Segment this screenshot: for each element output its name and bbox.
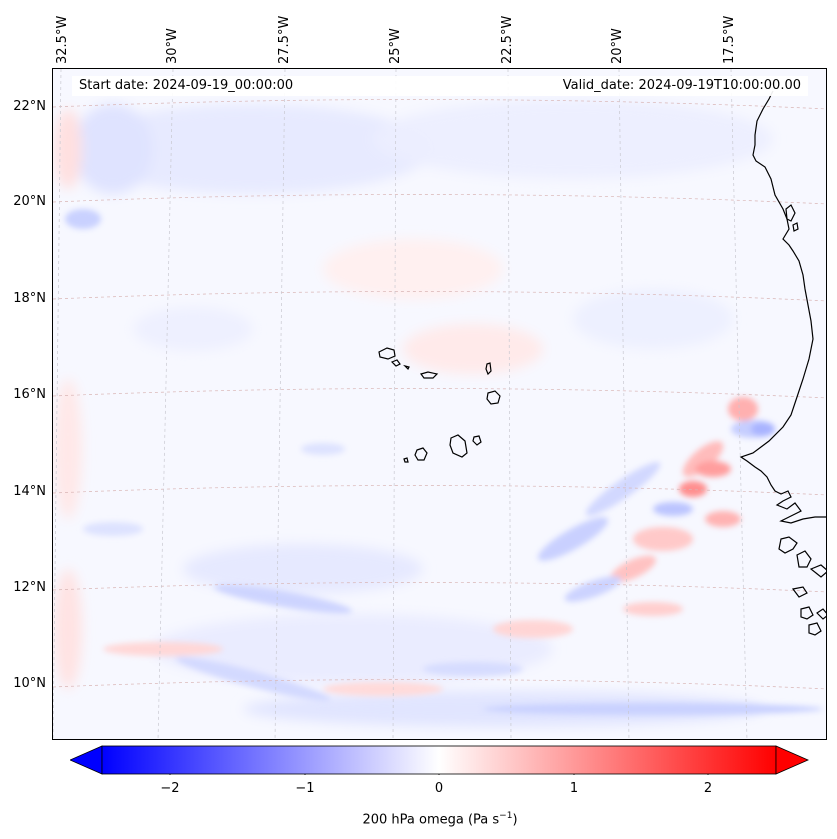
colorbar-tick-2: 2 — [703, 781, 713, 796]
valid-date-label: Valid_date: 2024-09-19T10:00:00.00 — [562, 78, 801, 93]
cape-verde-coastline — [378, 347, 501, 463]
start-date-label: Start date: 2024-09-19_00:00:00 — [79, 78, 294, 93]
lat-label-22n: 22°N — [13, 99, 46, 114]
lon-label-27-5w: 27.5°W — [277, 15, 292, 64]
colorbar-tick-minus-2: −2 — [160, 781, 180, 796]
lon-label-20w: 20°W — [610, 28, 625, 64]
lat-label-20n: 20°N — [13, 194, 46, 209]
colorbar-gradient — [101, 745, 777, 775]
lat-label-14n: 14°N — [13, 484, 46, 499]
lat-label-18n: 18°N — [13, 291, 46, 306]
colorbar-tick-1: 1 — [569, 781, 579, 796]
lon-label-22-5w: 22.5°W — [500, 15, 515, 64]
lon-label-32-5w: 32.5°W — [55, 15, 70, 64]
lat-label-12n: 12°N — [13, 580, 46, 595]
colorbar-title: 200 hPa omega (Pa s−1) — [0, 808, 837, 828]
colorbar-graphic — [69, 745, 809, 778]
lon-label-30w: 30°W — [165, 28, 180, 64]
colorbar-title-exponent: −1 — [499, 811, 513, 821]
colorbar-max-extend — [775, 745, 809, 775]
colorbar-min-extend — [69, 745, 103, 775]
lat-label-16n: 16°N — [13, 387, 46, 402]
colorbar-title-close: ) — [512, 812, 518, 828]
lon-label-17-5w: 17.5°W — [722, 15, 737, 64]
field-blobs-active — [65, 209, 823, 715]
lon-label-25w: 25°W — [388, 28, 403, 64]
longitude-gridlines — [53, 69, 748, 739]
lat-label-10n: 10°N — [13, 676, 46, 691]
colorbar — [69, 745, 810, 779]
date-banner — [72, 76, 808, 96]
omega-field-map — [53, 69, 826, 739]
colorbar-tick-minus-1: −1 — [295, 781, 315, 796]
colorbar-tick-0: 0 — [434, 781, 444, 796]
west-africa-coastline — [739, 90, 826, 636]
map-panel[interactable] — [52, 68, 827, 740]
colorbar-title-main: 200 hPa omega (Pa s — [362, 812, 500, 828]
